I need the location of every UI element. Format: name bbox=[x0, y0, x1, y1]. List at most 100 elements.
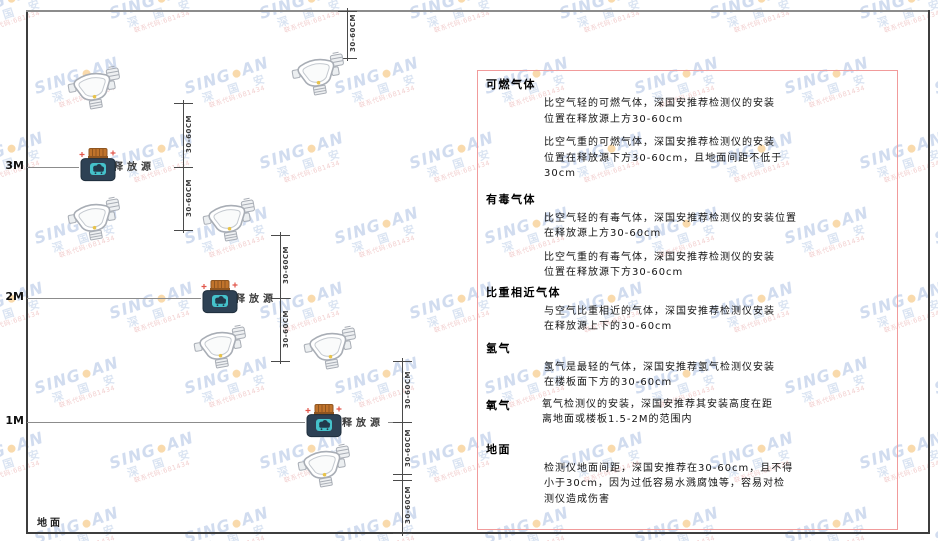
dimension-label: 30-60CM bbox=[404, 371, 412, 409]
dimension-tick bbox=[393, 361, 412, 362]
singoan-logo-dot-icon bbox=[156, 143, 167, 154]
singoan-logo-dot-icon bbox=[156, 443, 167, 454]
ground-line bbox=[26, 532, 930, 534]
section-heading: 氢气 bbox=[486, 341, 511, 355]
dimension-line bbox=[183, 100, 184, 233]
section-paragraph: 与空气比重相近的气体，深国安推荐检测仪安装 在释放源上下的30-60cm bbox=[544, 305, 775, 333]
release-source-icon bbox=[305, 404, 342, 438]
dimension-tick bbox=[271, 361, 290, 362]
dimension-label: 30-60CM bbox=[282, 310, 290, 348]
section-combustible-gas: 可燃气体 比空气轻的可燃气体，深国安推荐检测仪的安装 位置在释放源上方30-60… bbox=[486, 77, 887, 182]
watermark-brand-cn: 深 国 安 bbox=[275, 0, 347, 30]
watermark-contact: 联系代码:681434 bbox=[207, 84, 267, 110]
watermark-contact: 联系代码:681434 bbox=[0, 309, 42, 335]
watermark-brand-cn: 深 国 安 bbox=[275, 145, 347, 180]
dimension-tick bbox=[393, 474, 412, 475]
watermark-contact: 联系代码:681434 bbox=[0, 9, 42, 35]
section-oxygen: 氧气 氧气检测仪的安装，深国安推荐其安装高度在距 离地面或楼板1.5-2M的范围… bbox=[486, 397, 887, 428]
watermark-brand-cn: 深 国 安 bbox=[200, 520, 272, 541]
gas-detector-icon bbox=[202, 197, 255, 242]
section-paragraph: 氢气是最轻的气体，深国安推荐氢气检测仪安装 在楼板面下方的30-60cm bbox=[544, 361, 775, 389]
section-paragraph: 比空气轻的有毒气体，深国安推荐检测仪的安装位置 在释放源上方30-60cm bbox=[544, 212, 797, 240]
release-source-icon bbox=[79, 148, 116, 182]
dimension-tick bbox=[393, 422, 412, 423]
section-hydrogen: 氢气 氢气是最轻的气体，深国安推荐氢气检测仪安装 在楼板面下方的30-60cm bbox=[486, 341, 887, 391]
singoan-logo-dot-icon bbox=[456, 0, 467, 4]
singoan-logo-dot-icon bbox=[81, 518, 92, 529]
watermark-contact: 联系代码:681434 bbox=[582, 9, 642, 35]
left-wall-line bbox=[26, 10, 28, 534]
section-paragraph: 比空气重的有毒气体，深国安推荐检测仪的安装 位置在释放源下方30-60cm bbox=[544, 251, 775, 279]
gas-detector bbox=[295, 441, 355, 492]
watermark-brand-cn: 深 国 安 bbox=[425, 0, 497, 30]
singoan-logo-dot-icon bbox=[381, 68, 392, 79]
dimension-label: 30-60CM bbox=[185, 115, 193, 153]
singoan-logo-dot-icon bbox=[456, 143, 467, 154]
singoan-logo-dot-icon bbox=[231, 368, 242, 379]
singoan-logo-dot-icon bbox=[306, 293, 317, 304]
watermark-brand-cn: 深 国 安 bbox=[50, 370, 122, 405]
watermark-contact: 联系代码:681434 bbox=[732, 9, 792, 35]
section-heading: 地面 bbox=[486, 442, 511, 456]
gas-cloud-glyph bbox=[93, 164, 105, 175]
watermark-brand-cn: 深 国 安 bbox=[725, 0, 797, 30]
release-source bbox=[200, 279, 240, 315]
singoan-logo-dot-icon bbox=[381, 218, 392, 229]
height-label-2m: 2M bbox=[5, 290, 24, 303]
ground-label: 地面 bbox=[37, 518, 63, 529]
singoan-logo-dot-icon bbox=[231, 68, 242, 79]
watermark-brand-cn: 深 国 安 bbox=[125, 0, 197, 30]
singoan-logo-dot-icon bbox=[231, 518, 242, 529]
section-ground: 地面 检测仪地面间距，深国安推荐在30-60cm，且不得 小于30cm，因为过低… bbox=[486, 442, 887, 508]
watermark-brand-cn: 深 国 安 bbox=[125, 445, 197, 480]
singoan-logo-dot-icon bbox=[381, 518, 392, 529]
watermark-contact: 联系代码:681434 bbox=[132, 459, 192, 485]
release-source bbox=[78, 147, 118, 183]
singoan-logo-dot-icon bbox=[456, 443, 467, 454]
section-heading: 比重相近气体 bbox=[486, 285, 561, 299]
dimension-line bbox=[402, 358, 403, 536]
singoan-logo-dot-icon bbox=[6, 443, 17, 454]
singoan-logo-dot-icon bbox=[81, 368, 92, 379]
section-paragraph: 比空气重的可燃气体，深国安推荐检测仪的安装 位置在释放源下方30-60cm，且地… bbox=[544, 137, 783, 179]
singoan-logo-dot-icon bbox=[906, 443, 917, 454]
section-heading: 可燃气体 bbox=[486, 78, 536, 91]
watermark-contact: 联系代码:681434 bbox=[282, 159, 342, 185]
gas-detector-icon bbox=[67, 65, 120, 110]
singoan-logo-dot-icon bbox=[6, 143, 17, 154]
dimension-label: 30-60CM bbox=[185, 179, 193, 217]
gas-detector bbox=[200, 195, 260, 246]
watermark-brand-cn: 深 国 安 bbox=[200, 70, 272, 105]
singoan-logo-dot-icon bbox=[756, 0, 767, 4]
dimension-tick bbox=[338, 58, 357, 59]
gas-detector-icon bbox=[291, 51, 344, 96]
instruction-panel: 可燃气体 比空气轻的可燃气体，深国安推荐检测仪的安装 位置在释放源上方30-60… bbox=[477, 70, 898, 530]
section-heading: 氧气 bbox=[486, 398, 511, 412]
watermark-brand-cn: 深 国 安 bbox=[575, 0, 647, 30]
gas-detector bbox=[191, 322, 251, 373]
level-line-1m bbox=[27, 421, 305, 423]
singoan-logo-dot-icon bbox=[906, 293, 917, 304]
release-source bbox=[304, 403, 344, 439]
singoan-logo-dot-icon bbox=[456, 293, 467, 304]
watermark-contact: 联系代码:681434 bbox=[357, 84, 417, 110]
